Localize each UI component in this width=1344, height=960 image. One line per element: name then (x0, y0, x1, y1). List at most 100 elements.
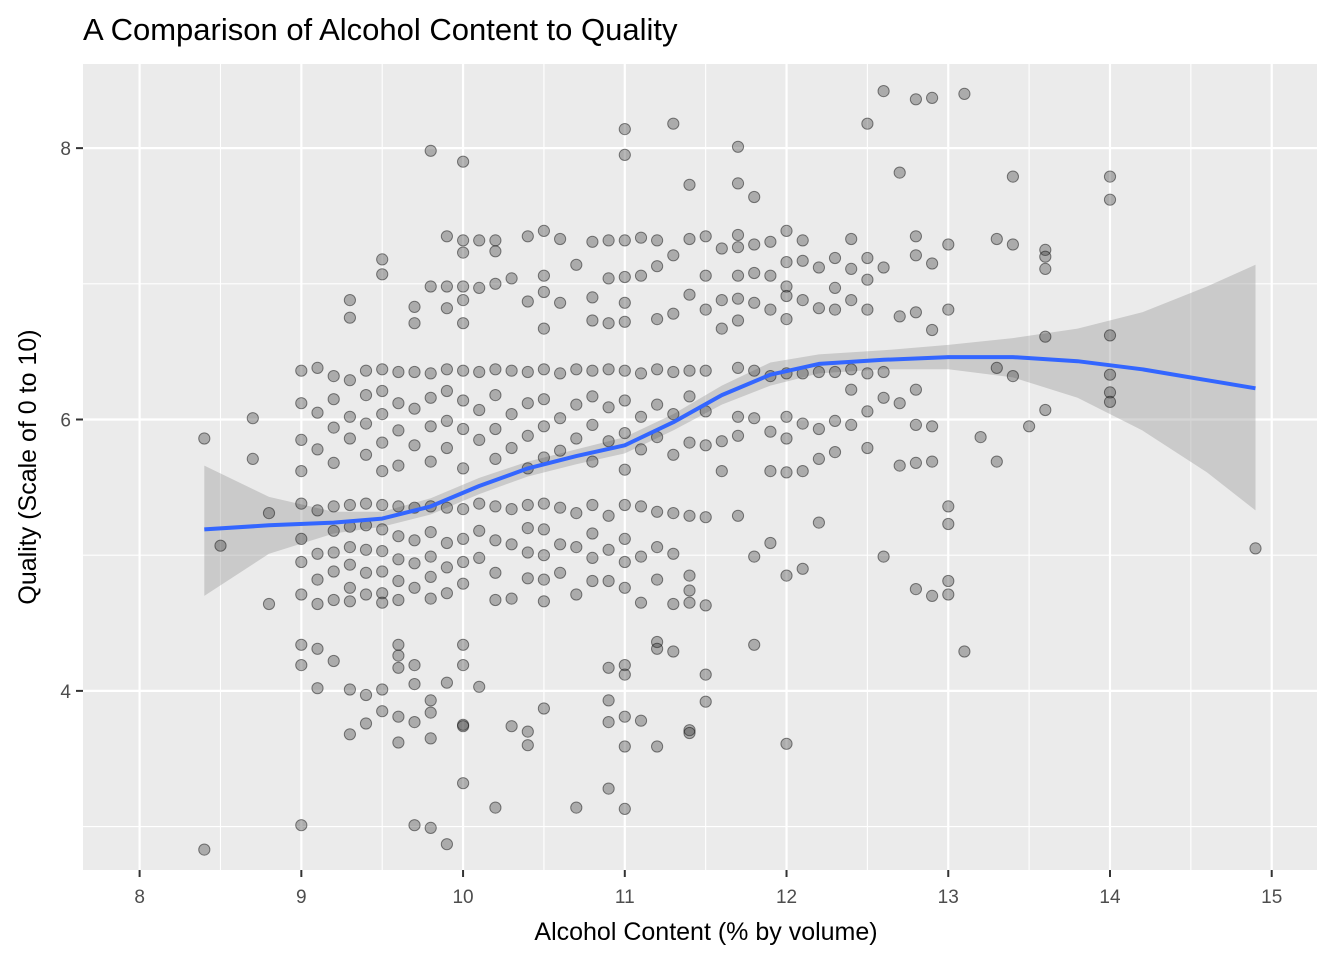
data-point (473, 524, 486, 537)
data-point (359, 543, 373, 556)
data-point (489, 234, 502, 247)
data-point (618, 296, 631, 309)
data-point (1103, 395, 1117, 408)
data-point (262, 506, 276, 520)
data-point (392, 736, 405, 749)
data-point (764, 269, 777, 282)
data-point (926, 589, 939, 603)
data-point (731, 509, 745, 522)
data-point (408, 659, 421, 672)
data-point (554, 412, 567, 425)
data-point (376, 545, 389, 558)
data-point (440, 302, 453, 315)
data-point (748, 638, 761, 651)
data-point (424, 706, 437, 719)
data-point (408, 439, 421, 452)
data-point (715, 242, 728, 255)
data-point (440, 587, 453, 600)
data-point (731, 140, 745, 153)
chart-title: A Comparison of Alcohol Content to Quali… (83, 12, 678, 47)
data-point (699, 303, 712, 316)
data-point (457, 394, 470, 407)
data-point (634, 550, 648, 563)
data-point (457, 280, 470, 293)
data-point (699, 269, 712, 282)
data-point (893, 459, 906, 472)
data-point (651, 573, 664, 586)
data-point (262, 597, 276, 611)
data-point (780, 410, 793, 423)
data-point (618, 270, 631, 284)
data-point (602, 543, 615, 556)
data-point (909, 306, 923, 319)
data-point (618, 394, 631, 407)
data-point (586, 498, 599, 512)
data-point (392, 397, 405, 410)
data-point (796, 234, 809, 247)
data-point (343, 595, 356, 608)
data-point (812, 516, 826, 529)
data-point (828, 251, 842, 265)
plot-panel (83, 64, 1317, 870)
data-point (521, 429, 534, 442)
data-point (554, 538, 567, 551)
data-point (586, 314, 599, 327)
data-point (909, 93, 923, 106)
data-point (311, 642, 324, 655)
data-point (651, 642, 664, 655)
data-point (489, 389, 502, 402)
data-point (473, 403, 486, 417)
data-point (602, 363, 615, 376)
data-point (554, 444, 567, 457)
data-point (570, 801, 583, 814)
data-point (618, 532, 631, 546)
data-point (602, 317, 615, 330)
data-point (537, 523, 551, 536)
data-point (634, 714, 648, 727)
data-point (667, 365, 680, 379)
data-point (667, 597, 680, 611)
x-axis-title: Alcohol Content (% by volume) (534, 918, 877, 946)
data-point (376, 523, 389, 536)
x-tick-label: 11 (615, 887, 635, 908)
data-point (440, 230, 453, 243)
y-axis-title: Quality (Scale of 0 to 10) (14, 329, 42, 604)
data-point (473, 551, 486, 565)
data-point (748, 296, 761, 309)
data-point (812, 452, 826, 465)
data-point (408, 365, 421, 379)
data-point (942, 500, 955, 513)
data-point (570, 432, 583, 445)
data-point (748, 266, 761, 280)
data-point (667, 117, 680, 130)
data-point (634, 410, 648, 423)
data-point (311, 682, 324, 695)
data-point (489, 801, 502, 814)
data-point (893, 166, 906, 179)
data-point (424, 694, 437, 707)
data-point (634, 367, 648, 380)
data-point (311, 573, 324, 586)
data-point (489, 452, 502, 465)
data-point (343, 294, 356, 307)
data-point (731, 177, 745, 190)
data-point (893, 310, 906, 323)
data-point (457, 317, 470, 330)
data-point (602, 716, 615, 729)
data-point (958, 87, 971, 101)
data-point (246, 452, 259, 465)
data-point (505, 441, 518, 455)
data-point (586, 455, 599, 468)
x-tick-label: 10 (452, 887, 473, 908)
data-point (570, 541, 583, 554)
data-point (715, 294, 728, 307)
data-point (602, 435, 615, 448)
data-point (602, 509, 615, 522)
data-point (537, 269, 551, 282)
data-point (392, 638, 405, 651)
data-point (634, 443, 648, 456)
x-axis: 8 9 10 11 12 13 14 15 (134, 870, 1282, 908)
data-point (683, 178, 696, 191)
data-point (812, 302, 826, 315)
data-point (198, 843, 211, 856)
